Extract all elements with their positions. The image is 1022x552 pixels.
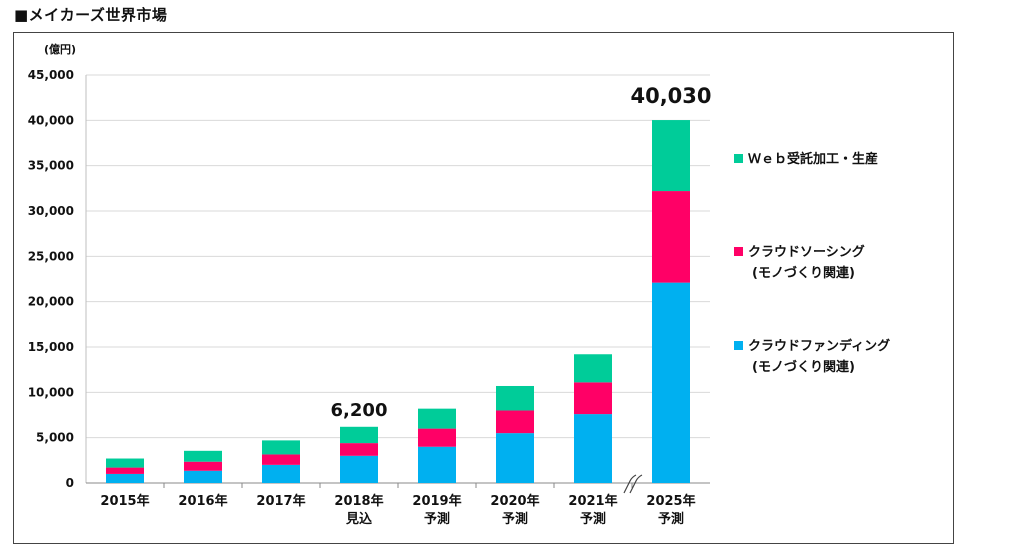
x-tick-label: 予測 — [502, 511, 528, 527]
y-axis-unit: (億円) — [44, 42, 76, 56]
bar-segment — [652, 282, 690, 483]
legend-swatch — [734, 341, 743, 350]
x-tick-label: 2015年 — [100, 493, 149, 509]
bar-segment — [574, 354, 612, 383]
bar-segment — [418, 428, 456, 447]
y-tick-label: 15,000 — [28, 340, 74, 354]
y-tick-label: 30,000 — [28, 204, 74, 218]
x-tick-label: 2020年 — [490, 493, 539, 509]
bar-segment — [418, 408, 456, 429]
bar-segment — [418, 446, 456, 483]
bar-segment — [496, 433, 534, 483]
y-tick-label: 40,000 — [28, 113, 74, 127]
x-tick-label: 2019年 — [412, 493, 461, 509]
x-tick-label: 予測 — [580, 511, 606, 527]
legend-label-sub: (モノづくり関連) — [752, 359, 855, 375]
y-tick-label: 35,000 — [28, 159, 74, 173]
chart-frame — [13, 32, 954, 544]
y-tick-label: 0 — [66, 476, 74, 490]
legend-label: Ｗｅｂ受託加工・生産 — [748, 151, 878, 167]
bar-segment — [184, 450, 222, 462]
legend-label: クラウドファンディング — [748, 338, 890, 354]
bar-segment — [340, 455, 378, 483]
bar-segment — [574, 382, 612, 415]
legend-label-sub: (モノづくり関連) — [752, 265, 855, 281]
y-tick-label: 20,000 — [28, 295, 74, 309]
data-label: 40,030 — [630, 84, 711, 108]
bar-segment — [262, 454, 300, 465]
bar-segment — [574, 414, 612, 483]
bar-segment — [106, 458, 144, 468]
data-label: 6,200 — [331, 400, 388, 421]
x-tick-label: 2017年 — [256, 493, 305, 509]
bar-segment — [106, 467, 144, 474]
x-tick-label: 予測 — [424, 511, 450, 527]
y-tick-label: 25,000 — [28, 249, 74, 263]
bar-segment — [184, 461, 222, 471]
cropped-text-strip — [0, 546, 1022, 552]
chart-heading: ■メイカーズ世界市場 — [14, 6, 168, 24]
x-tick-label: 見込 — [345, 511, 373, 527]
bar-segment — [340, 443, 378, 456]
x-tick-label: 2016年 — [178, 493, 227, 509]
legend-swatch — [734, 154, 743, 163]
y-tick-label: 45,000 — [28, 68, 74, 82]
bar-segment — [106, 473, 144, 483]
bar-segment — [652, 120, 690, 192]
bar-segment — [262, 464, 300, 483]
x-tick-label: 2025年 — [646, 493, 695, 509]
bar-segment — [184, 470, 222, 483]
axis-break-mark — [629, 474, 643, 494]
bar-segment — [340, 426, 378, 444]
legend-swatch — [734, 247, 743, 256]
bar-segment — [262, 440, 300, 455]
legend-label: クラウドソーシング — [748, 244, 865, 260]
x-tick-label: 2021年 — [568, 493, 617, 509]
y-tick-label: 10,000 — [28, 385, 74, 399]
bar-segment — [652, 191, 690, 283]
axis-break-mark — [623, 474, 637, 494]
bar-segment — [496, 410, 534, 434]
y-tick-label: 5,000 — [36, 431, 74, 445]
x-tick-label: 予測 — [658, 511, 684, 527]
bar-segment — [496, 385, 534, 411]
x-tick-label: 2018年 — [334, 493, 383, 509]
